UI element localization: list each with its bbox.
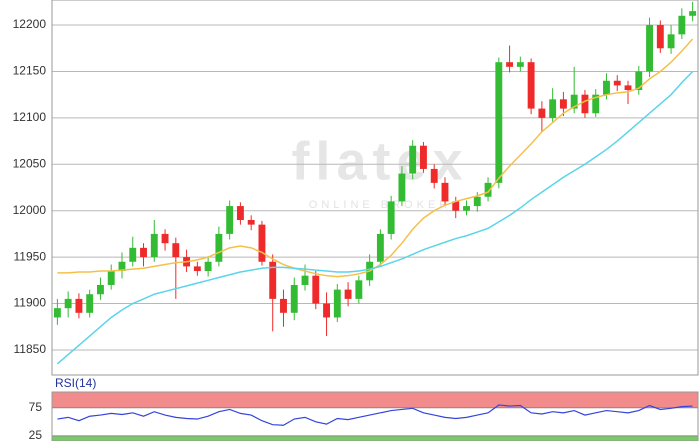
candle-body (420, 145, 427, 169)
candle-body (53, 308, 61, 318)
candle-body (646, 25, 653, 72)
candle-body (86, 294, 94, 313)
candle-body (592, 94, 600, 114)
candle-body (280, 298, 287, 313)
candle-body (204, 261, 212, 272)
y-tick-label: 11850 (14, 342, 47, 356)
candle-body (656, 25, 664, 49)
y-tick-label: 11900 (14, 296, 47, 310)
candle-body (355, 280, 363, 299)
y-tick-label: 12150 (13, 64, 47, 78)
candle-body (570, 94, 578, 109)
y-tick-label: 12050 (13, 156, 47, 170)
candle-body (538, 108, 546, 118)
candle-body (387, 201, 395, 234)
candle-body (473, 196, 481, 207)
candle-body (107, 271, 115, 285)
watermark: flatex (291, 131, 468, 191)
plot-frame (51, 0, 699, 376)
candle-body (161, 233, 169, 244)
candle-body (398, 173, 406, 202)
candle-body (581, 94, 589, 114)
candle-body (689, 11, 697, 16)
y-tick-label: 11950 (14, 249, 47, 263)
candle-body (247, 219, 255, 225)
candle-body (506, 62, 514, 67)
candle-body (301, 275, 309, 285)
candle-body (118, 261, 126, 272)
y-tick-label: 25 (29, 428, 43, 441)
candle-body (527, 62, 535, 109)
candle-body (678, 15, 686, 35)
candle-body (516, 62, 524, 67)
candle-body (549, 99, 557, 118)
candle-body (312, 275, 320, 304)
candle-body (269, 261, 277, 299)
candle-body (64, 298, 72, 309)
candle-body (333, 289, 341, 318)
candle-body (463, 206, 470, 211)
candle-body (215, 233, 223, 262)
candle-body (603, 80, 610, 95)
candle-body (344, 289, 352, 299)
candle-body (452, 201, 460, 211)
candle-body (495, 62, 503, 183)
candle-body (376, 233, 384, 262)
candle-body (624, 85, 632, 91)
candle-body (441, 182, 449, 202)
candle-body (97, 284, 104, 295)
oversold-band (52, 435, 698, 441)
candle-body (140, 247, 147, 258)
candle-body (193, 266, 201, 272)
moving-average (56, 70, 694, 365)
candle-body (559, 99, 567, 109)
candle-body (323, 303, 330, 318)
rsi-line (57, 404, 693, 426)
candle-body (236, 206, 244, 220)
candle-body (635, 71, 643, 91)
overbought-band (52, 392, 698, 408)
y-tick-label: 12200 (13, 17, 47, 31)
candle-body (172, 243, 180, 258)
candle-body (258, 224, 266, 262)
candle-body (129, 247, 137, 262)
plot-frame (51, 391, 699, 441)
candle-body (409, 145, 417, 174)
candle-body (667, 34, 675, 49)
y-tick-label: 12100 (13, 110, 47, 124)
rsi-title: RSI(14) (55, 376, 96, 390)
candle-body (226, 206, 234, 234)
candle-body (484, 182, 492, 197)
candle-body (613, 80, 621, 86)
candle-body (430, 168, 438, 183)
watermark-subtitle: ONLINE BROKER (309, 199, 451, 211)
y-tick-label: 75 (29, 400, 43, 414)
candle-body (290, 284, 298, 313)
candle-body (75, 298, 83, 313)
y-tick-label: 12000 (13, 203, 47, 217)
candle-body (150, 233, 158, 258)
